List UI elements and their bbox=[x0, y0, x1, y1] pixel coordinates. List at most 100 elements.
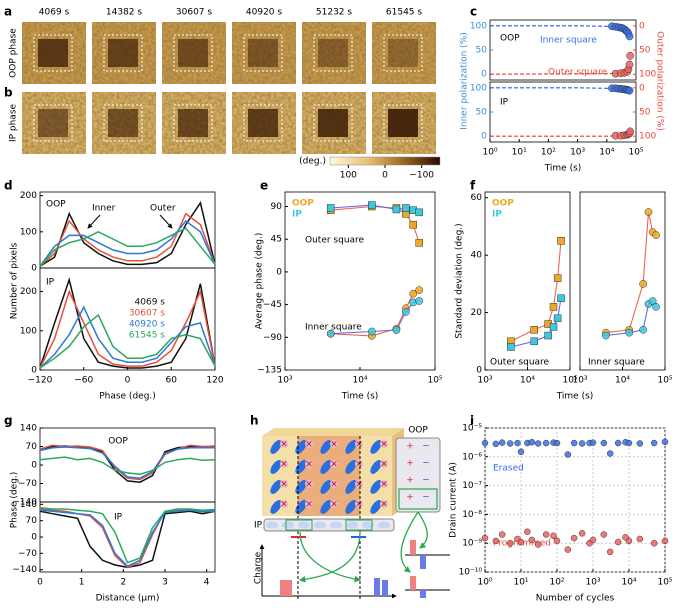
x-tick-label: 3 bbox=[162, 578, 168, 588]
ip-strip bbox=[263, 518, 395, 532]
y-tick-label: 90 bbox=[271, 202, 283, 212]
domain bbox=[295, 500, 307, 514]
oop-box bbox=[395, 437, 441, 513]
y-tick-label: 10⁻⁶ bbox=[462, 452, 482, 462]
colorbar bbox=[329, 156, 441, 166]
marker bbox=[506, 440, 514, 447]
charge-site bbox=[305, 480, 313, 488]
marker bbox=[625, 60, 634, 69]
x-axis-label: Time (s) bbox=[341, 392, 379, 402]
y2-axis-label: Outer polarization (%) bbox=[655, 31, 665, 131]
oop-charge: + bbox=[406, 476, 414, 486]
marker bbox=[542, 531, 550, 538]
domain bbox=[370, 440, 382, 454]
marker bbox=[606, 450, 614, 457]
domain bbox=[370, 480, 382, 494]
y-axis-label: Drain current (A) bbox=[449, 462, 459, 538]
y-tick-label: 0 bbox=[31, 264, 37, 274]
charge-site bbox=[380, 480, 388, 488]
x-tick-label: 10⁵ bbox=[628, 148, 643, 158]
outline-square bbox=[313, 104, 353, 142]
time-label: 40920 s bbox=[246, 8, 282, 18]
marker bbox=[600, 439, 608, 447]
x-tick-label: 1 bbox=[79, 578, 85, 588]
y-tick-label: 20 bbox=[471, 308, 483, 318]
ip-domain bbox=[362, 521, 374, 529]
series-line bbox=[39, 508, 216, 569]
panel-label: i bbox=[470, 414, 474, 428]
marker bbox=[514, 439, 521, 447]
flow-arrow bbox=[298, 531, 361, 583]
outline-square bbox=[103, 34, 143, 72]
marker bbox=[415, 239, 423, 247]
charge-site bbox=[380, 460, 388, 468]
marker bbox=[614, 439, 622, 447]
marker bbox=[625, 439, 633, 447]
colorbar-tick-label: 0 bbox=[382, 171, 388, 181]
marker bbox=[589, 439, 597, 446]
outline-square bbox=[173, 34, 213, 72]
x-axis-label: Time (s) bbox=[556, 392, 594, 402]
marker bbox=[625, 537, 633, 545]
domain bbox=[295, 460, 307, 474]
y-tick-label: 50 bbox=[476, 108, 488, 118]
marker bbox=[625, 86, 634, 95]
marker bbox=[534, 440, 542, 447]
domain bbox=[295, 440, 307, 454]
annotation: Erased bbox=[493, 464, 524, 474]
charge-site bbox=[305, 440, 313, 448]
charge-x: × bbox=[355, 480, 363, 490]
series-line bbox=[39, 212, 216, 267]
panel-label: a bbox=[4, 5, 12, 19]
domain bbox=[270, 480, 282, 494]
flow-arrow bbox=[417, 511, 428, 549]
x-tick-label: 10⁰ bbox=[477, 578, 492, 588]
marker bbox=[517, 538, 525, 546]
y-tick-label: 70 bbox=[26, 516, 38, 526]
afm-texture bbox=[302, 22, 366, 84]
charge-site bbox=[330, 480, 338, 488]
written-square bbox=[318, 39, 348, 67]
x-tick-label: 10⁴ bbox=[352, 376, 367, 386]
series-line bbox=[39, 277, 216, 369]
oop-charge: − bbox=[422, 459, 430, 469]
plot-frame bbox=[484, 427, 666, 573]
marker bbox=[553, 314, 562, 323]
domain bbox=[370, 500, 382, 514]
marker bbox=[652, 231, 660, 239]
charge-x: × bbox=[280, 440, 288, 450]
x-tick-label: 10³ bbox=[585, 578, 600, 588]
charge-site bbox=[280, 460, 288, 468]
series-line bbox=[39, 219, 216, 267]
marker bbox=[650, 539, 658, 547]
series-line bbox=[39, 313, 216, 369]
x-tick-label: 10¹ bbox=[512, 148, 527, 158]
charge-x: × bbox=[305, 500, 313, 510]
outline-square bbox=[33, 34, 73, 72]
x-tick-label: 0 bbox=[125, 376, 131, 386]
domain bbox=[345, 500, 357, 514]
written-square bbox=[248, 109, 278, 137]
marker bbox=[570, 534, 578, 542]
y-tick-label: 60 bbox=[471, 193, 483, 203]
marker bbox=[636, 535, 644, 543]
x-tick-label: 10⁵ bbox=[427, 376, 442, 386]
charge-site bbox=[380, 500, 388, 508]
annotation: Outer square bbox=[490, 358, 550, 368]
series-line bbox=[39, 456, 216, 476]
x-tick-label: 10³ bbox=[477, 376, 492, 386]
plot-frame bbox=[579, 191, 666, 371]
charge-bar bbox=[410, 540, 416, 555]
y-tick-label: 10⁻⁵ bbox=[462, 424, 482, 434]
row-label: IP phase bbox=[9, 103, 19, 142]
y-tick-label: −135 bbox=[257, 366, 282, 376]
afm-texture bbox=[372, 22, 436, 84]
marker bbox=[481, 534, 489, 542]
y-tick-label: −70 bbox=[18, 479, 37, 489]
charge-bar bbox=[420, 590, 426, 598]
written-square bbox=[38, 109, 68, 137]
legend-entry: OOP bbox=[492, 199, 514, 209]
domain bbox=[370, 460, 382, 474]
x-tick-label: 10⁵ bbox=[657, 376, 672, 386]
y2-tick-label: 50 bbox=[639, 46, 651, 56]
